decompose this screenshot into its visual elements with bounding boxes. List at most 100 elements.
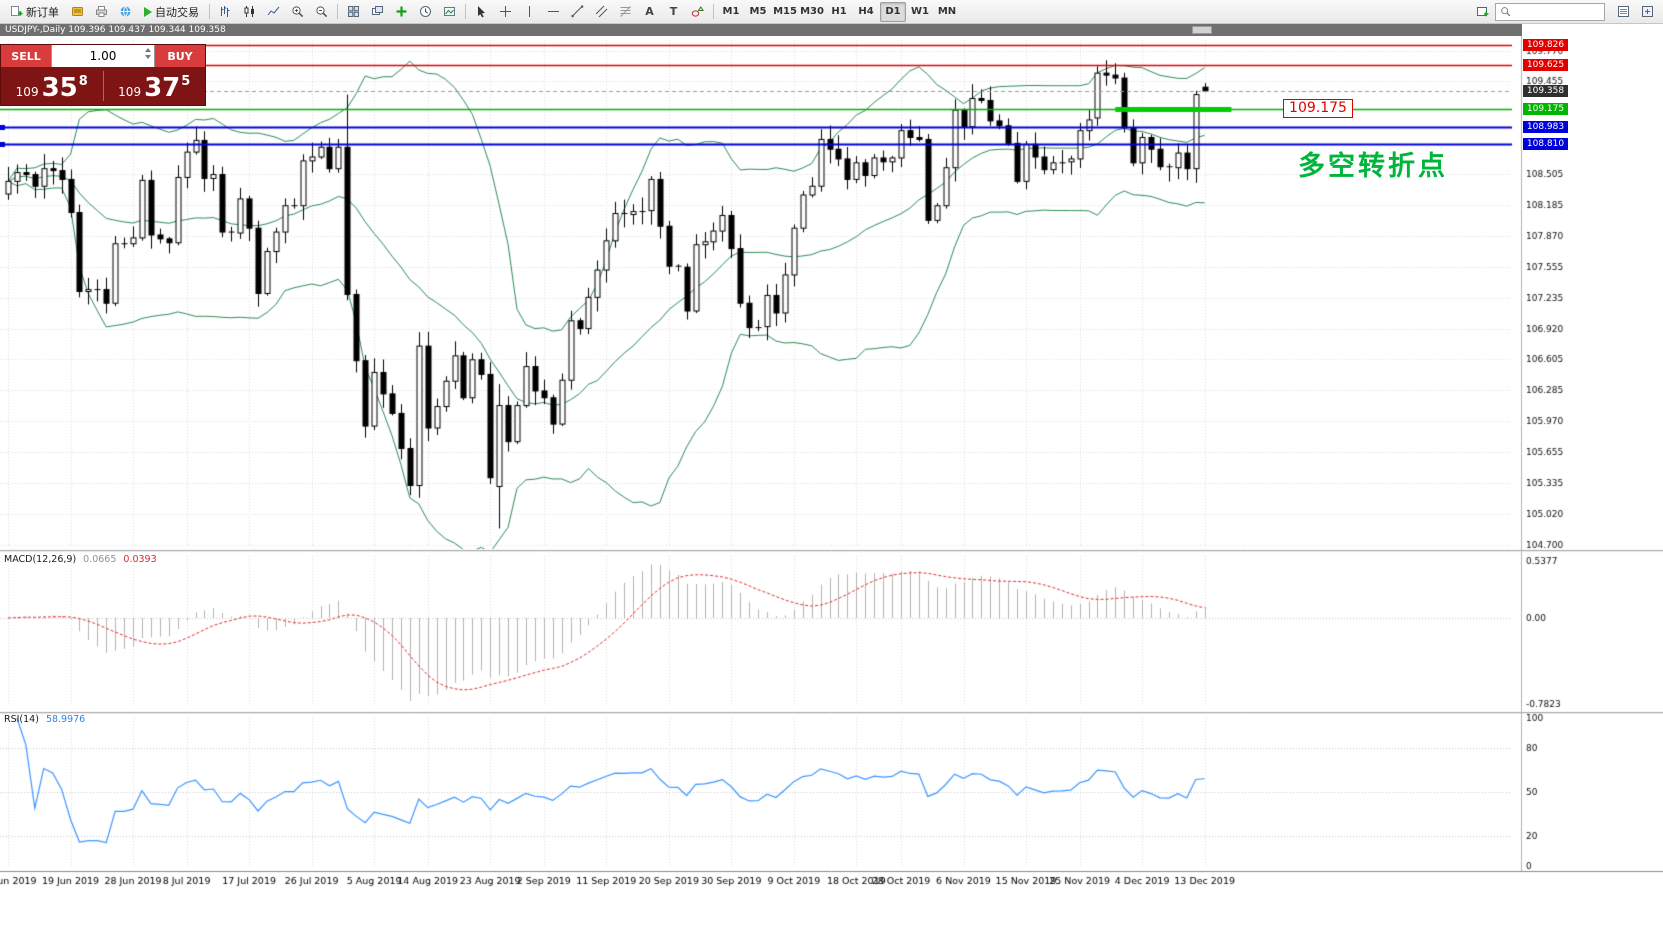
- horizontal-line-icon: [548, 11, 559, 12]
- shapes-button[interactable]: [686, 2, 709, 22]
- chart-annotation: 多空转折点: [1298, 151, 1448, 182]
- label-tool-button[interactable]: T: [662, 2, 685, 22]
- new-order-label: 新订单: [26, 5, 59, 19]
- buy-button[interactable]: BUY: [155, 45, 205, 67]
- label-icon: T: [669, 5, 678, 18]
- autotrading-button[interactable]: 自动交易: [138, 2, 205, 22]
- volume-increase-icon[interactable]: [145, 48, 151, 52]
- one-click-trading-panel: SELL 1.00 BUY 109 35 8 109 37 5: [0, 44, 206, 106]
- new-order-icon: [11, 6, 23, 16]
- channel-icon: [595, 5, 608, 18]
- timeframe-toolbar: M1 M5 M15 M30 H1 H4 D1 W1 MN: [718, 1, 960, 22]
- timeframe-m1[interactable]: M1: [718, 2, 744, 22]
- trendline-button[interactable]: [566, 2, 589, 22]
- bid-pip-digit: 8: [78, 74, 88, 89]
- line-chart-button[interactable]: [262, 2, 285, 22]
- new-chart-button[interactable]: [1471, 2, 1494, 22]
- zoom-out-icon: [316, 6, 328, 18]
- bid-price[interactable]: 109 35 8: [1, 67, 103, 105]
- toolbar-separator: [465, 4, 466, 19]
- timeframe-h1[interactable]: H1: [826, 2, 852, 22]
- macd-indicator-label: MACD(12,26,9) 0.0665 0.0393: [4, 554, 157, 565]
- zoom-out-button[interactable]: [310, 2, 333, 22]
- print-button[interactable]: [90, 2, 113, 22]
- toolbar-separator: [337, 4, 338, 19]
- macd-main-value: 0.0665: [83, 554, 117, 565]
- add-indicator-button[interactable]: [390, 2, 413, 22]
- help-icon: [1642, 6, 1653, 17]
- price-chart-canvas[interactable]: [0, 36, 1663, 945]
- chart-title-bar: USDJPY-,Daily 109.396 109.437 109.344 10…: [0, 24, 1522, 36]
- timeframe-m15[interactable]: M15: [772, 2, 798, 22]
- volume-field[interactable]: 1.00: [51, 45, 155, 67]
- price-level-label[interactable]: 109.175: [1283, 98, 1353, 118]
- text-icon: A: [645, 5, 654, 18]
- text-tool-button[interactable]: A: [638, 2, 661, 22]
- chart-title-text: USDJPY-,Daily 109.396 109.437 109.344 10…: [5, 25, 226, 35]
- candlestick-icon: [244, 6, 254, 17]
- symbol-search: [1495, 2, 1605, 21]
- volume-spinner[interactable]: [145, 48, 151, 59]
- crosshair-icon: [500, 6, 511, 17]
- shapes-icon: [691, 6, 704, 17]
- rsi-value: 58.9976: [45, 714, 86, 725]
- trendline-icon: [571, 5, 584, 18]
- timeframe-m30[interactable]: M30: [799, 2, 825, 22]
- crosshair-button[interactable]: [494, 2, 517, 22]
- news-button[interactable]: [114, 2, 137, 22]
- bid-prefix: 109: [15, 85, 39, 99]
- price-level-label-text: 109.175: [1289, 99, 1347, 116]
- ask-price[interactable]: 109 37 5: [104, 67, 206, 105]
- zoom-in-icon: [292, 6, 304, 18]
- search-input[interactable]: [1514, 4, 1600, 19]
- candlestick-button[interactable]: [238, 2, 261, 22]
- timeframe-d1[interactable]: D1: [880, 1, 906, 22]
- template-button[interactable]: [438, 2, 461, 22]
- toolbar-separator: [713, 4, 714, 19]
- tile-windows-icon: [348, 6, 359, 17]
- bar-chart-button[interactable]: [214, 2, 237, 22]
- cascade-windows-button[interactable]: [366, 2, 389, 22]
- ask-prefix: 109: [118, 85, 142, 99]
- window-list-icon: [1618, 6, 1629, 17]
- new-chart-icon: [1477, 7, 1489, 17]
- help-button[interactable]: [1636, 2, 1659, 22]
- timeframe-w1[interactable]: W1: [907, 2, 933, 22]
- news-icon: [120, 6, 131, 17]
- window-list-button[interactable]: [1612, 2, 1635, 22]
- channel-button[interactable]: [590, 2, 613, 22]
- volume-decrease-icon[interactable]: [145, 55, 151, 59]
- macd-name: MACD(12,26,9): [4, 554, 77, 565]
- period-clock-button[interactable]: [414, 2, 437, 22]
- line-chart-icon: [267, 6, 280, 16]
- ask-big-digits: 37: [144, 73, 181, 103]
- order-book-button[interactable]: [66, 2, 89, 22]
- fibonacci-button[interactable]: [614, 2, 637, 22]
- quote-divider: [102, 71, 104, 101]
- cursor-icon: [478, 6, 485, 18]
- add-indicator-icon: [396, 6, 407, 17]
- chart-scrollbar-thumb[interactable]: [1192, 26, 1212, 34]
- rsi-name: RSI(14): [4, 714, 39, 725]
- timeframe-m5[interactable]: M5: [745, 2, 771, 22]
- zoom-in-button[interactable]: [286, 2, 309, 22]
- cascade-windows-icon: [372, 6, 383, 15]
- timeframe-h4[interactable]: H4: [853, 2, 879, 22]
- vertical-line-button[interactable]: [518, 2, 541, 22]
- new-order-button[interactable]: 新订单: [4, 2, 65, 22]
- sell-button[interactable]: SELL: [1, 45, 51, 67]
- search-icon: [1501, 7, 1511, 17]
- tile-windows-button[interactable]: [342, 2, 365, 22]
- bar-chart-icon: [221, 6, 230, 17]
- volume-value: 1.00: [89, 49, 117, 63]
- cursor-button[interactable]: [470, 2, 493, 22]
- rsi-indicator-label: RSI(14) 58.9976: [4, 714, 85, 725]
- timeframe-mn[interactable]: MN: [934, 2, 960, 22]
- bid-big-digits: 35: [41, 73, 78, 103]
- horizontal-line-button[interactable]: [542, 2, 565, 22]
- vertical-line-icon: [529, 6, 530, 17]
- print-icon: [96, 6, 107, 17]
- autotrading-label: 自动交易: [155, 5, 199, 19]
- period-clock-icon: [420, 6, 431, 17]
- autotrading-play-icon: [144, 6, 152, 17]
